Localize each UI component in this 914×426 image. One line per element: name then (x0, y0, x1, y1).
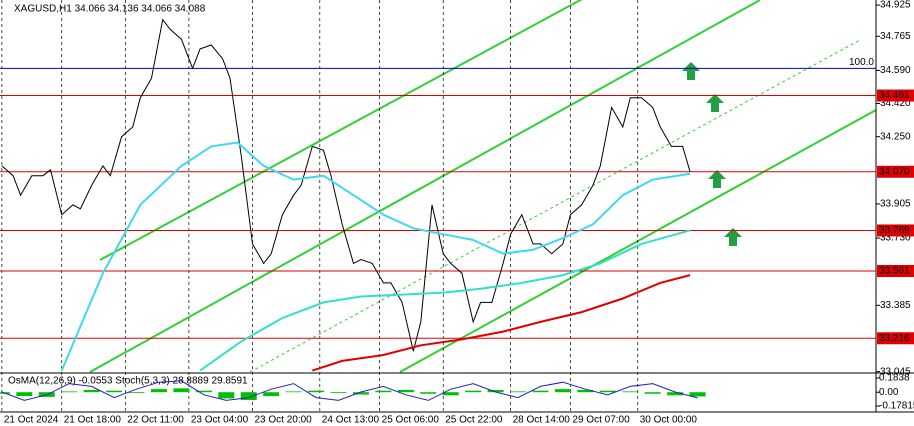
osma-bar (308, 390, 325, 393)
osma-bar (240, 392, 257, 400)
x-tick-label: 23 Oct 20:00 (254, 415, 312, 426)
level-box (877, 332, 914, 345)
series-line (60, 141, 691, 371)
x-tick-label: 25 Oct 22:00 (445, 415, 503, 426)
y-tick-label: 0.1838 (879, 373, 910, 384)
osma-bar (442, 392, 459, 396)
x-tick-label: 21 Oct 18:00 (64, 415, 122, 426)
osma-bar (83, 389, 100, 393)
channel-mid (99, 0, 583, 261)
x-tick-label: 28 Oct 14:00 (513, 415, 571, 426)
series-line (1, 18, 691, 352)
osma-bar (510, 391, 527, 393)
osma-bar (285, 391, 302, 393)
level-box (877, 224, 914, 237)
y-tick-label: 34.590 (880, 65, 911, 76)
y-tick-label: 34.420 (880, 98, 911, 109)
osma-bar (218, 392, 235, 399)
stoch-line (1, 380, 698, 401)
y-tick-label: 33.045 (880, 366, 911, 377)
y-tick-label: 33.905 (880, 199, 911, 210)
osma-bar (532, 390, 549, 393)
osma-bar (263, 392, 280, 397)
osma-bar (554, 389, 571, 393)
series-line (311, 274, 691, 372)
osma-bar (644, 392, 661, 394)
y-tick-label: 33.730 (880, 233, 911, 244)
x-tick-label: 24 Oct 13:00 (322, 415, 380, 426)
y-tick-label: 34.250 (880, 131, 911, 142)
osma-bar (465, 390, 482, 393)
osma-bar (173, 388, 190, 393)
level-label: 34.070 (879, 166, 910, 177)
osma-bar (150, 389, 167, 393)
osma-bar (397, 389, 414, 393)
level-box (877, 165, 914, 178)
osma-bar (420, 392, 437, 394)
level-label: 33.769 (879, 225, 910, 236)
osma-bar (375, 390, 392, 393)
osma-bar (330, 392, 347, 393)
y-tick-label: 33.385 (880, 300, 911, 311)
y-tick-label: 34.765 (880, 31, 911, 42)
chart-title: XAGUSD,H1 34.066 34.136 34.066 34.088 (14, 4, 206, 15)
arrow-up (708, 170, 726, 188)
indicator-title: OsMA(12,26,9) -0.0553 Stoch(5,3,3) 28.88… (8, 376, 248, 387)
level-box (877, 265, 914, 278)
arrows (682, 62, 742, 246)
osma-bar (577, 389, 594, 393)
arrow-up (682, 62, 700, 80)
osma-bar (128, 392, 145, 393)
osma-bar (195, 390, 212, 393)
x-tick-label: 25 Oct 06:00 (382, 415, 440, 426)
osma-bar (352, 392, 369, 395)
level-label: 34.461 (879, 90, 910, 101)
osma-bar (61, 391, 78, 393)
level-label: 33.216 (879, 333, 910, 344)
osma-bar (487, 389, 504, 393)
osma-bar (106, 390, 123, 393)
level-label: 33.561 (879, 266, 910, 277)
series-line (199, 229, 691, 372)
osma-bar (599, 390, 616, 393)
x-tick-label: 29 Oct 07:00 (572, 415, 630, 426)
arrow-up (724, 228, 742, 246)
arrow-up (706, 94, 724, 112)
x-tick-label: 22 Oct 11:00 (127, 415, 184, 426)
y-tick-label: 34.925 (880, 0, 911, 11)
osma-bar (622, 391, 639, 393)
y-tick-label: 0.00 (879, 387, 899, 398)
osma-bar (667, 392, 684, 396)
fib-label: 100.0 (849, 57, 874, 68)
osma-bar (689, 392, 706, 397)
level-box (877, 89, 914, 102)
y-tick-label: -0.17815 (879, 401, 914, 412)
x-tick-label: 23 Oct 04:00 (191, 415, 249, 426)
x-tick-label: 21 Oct 2024 (4, 415, 59, 426)
channel-top (89, 0, 761, 373)
osma-bar (16, 392, 33, 397)
x-tick-label: 30 Oct 00:00 (640, 415, 698, 426)
